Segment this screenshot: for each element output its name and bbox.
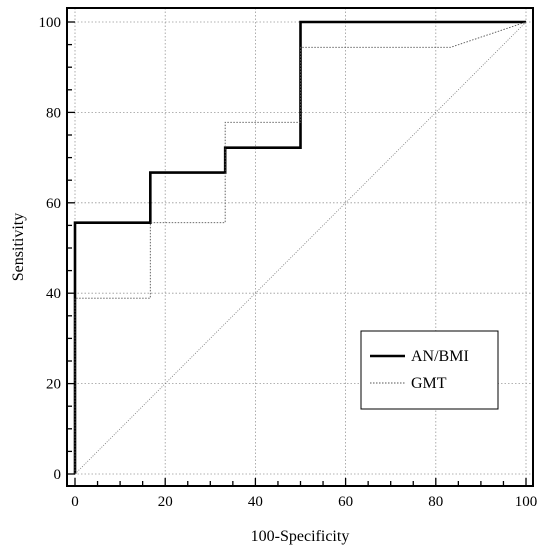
x-tick-label-100: 100	[515, 494, 538, 510]
y-tick-label-100: 100	[39, 15, 62, 31]
y-tick-label-80: 80	[46, 105, 61, 121]
y-tick-label-0: 0	[54, 467, 62, 483]
x-tick-label-20: 20	[158, 494, 173, 510]
series-line-gmt	[74, 21, 527, 474]
grid-lines	[67, 8, 533, 486]
plot-series	[73, 20, 527, 475]
legend-box	[360, 330, 499, 410]
x-tick-label-0: 0	[71, 494, 79, 510]
y-tick-label-20: 20	[46, 377, 61, 393]
y-tick-label-40: 40	[46, 286, 61, 302]
tick-labels: 0 20 40 60 80 100 0 20 40 60 80 100	[39, 15, 538, 510]
x-tick-label-40: 40	[248, 494, 263, 510]
x-axis-title: 100-Specificity	[251, 528, 350, 545]
y-tick-label-60: 60	[46, 196, 61, 212]
x-tick-label-60: 60	[338, 494, 353, 510]
legend-label-an-bmi: AN/BMI	[411, 348, 469, 365]
x-tick-label-80: 80	[428, 494, 443, 510]
series-line-an-bmi	[73, 20, 526, 474]
axis-ticks	[67, 21, 527, 486]
y-axis-title: Sensitivity	[10, 213, 27, 281]
legend: AN/BMI GMT	[360, 330, 499, 410]
legend-label-gmt: GMT	[411, 375, 447, 392]
